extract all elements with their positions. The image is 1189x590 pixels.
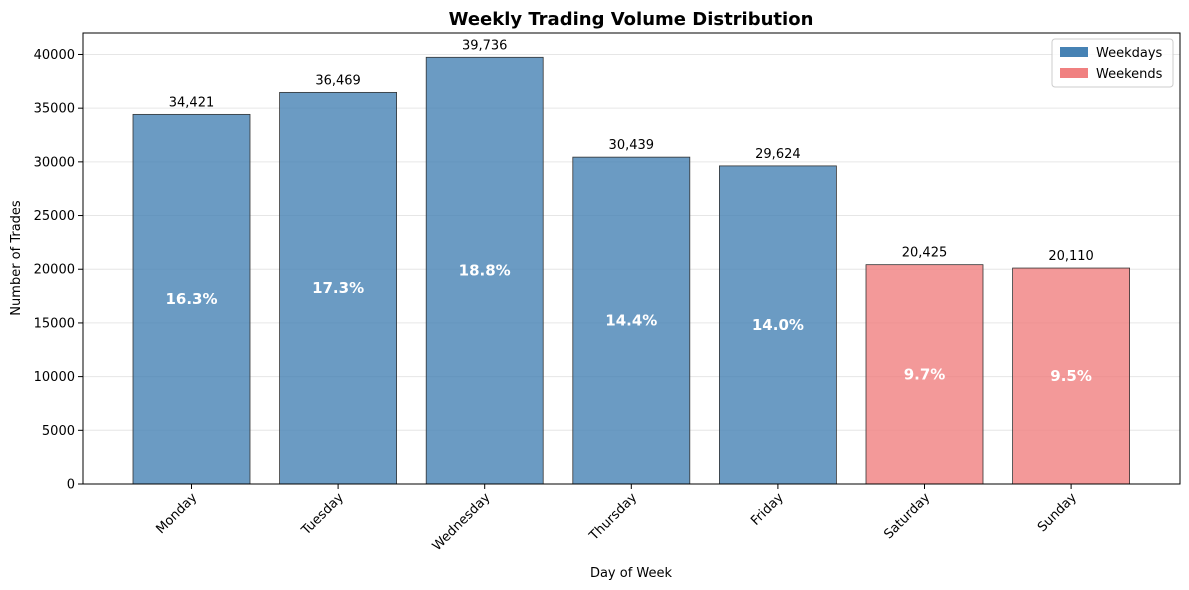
bar-value-label: 29,624 [755, 147, 801, 162]
bar-tuesday [279, 91, 398, 485]
y-tick-label: 40000 [34, 48, 75, 63]
x-axis-label: Day of Week [590, 566, 673, 581]
bar-value-label: 39,736 [462, 38, 508, 53]
bar-percent-label: 9.7% [904, 365, 946, 383]
bar-value-label: 20,425 [902, 246, 948, 261]
y-tick-label: 15000 [34, 316, 75, 331]
y-tick-label: 5000 [42, 424, 75, 439]
y-tick-label: 20000 [34, 263, 75, 278]
bar-percent-label: 14.4% [605, 312, 657, 330]
y-tick-label: 25000 [34, 209, 75, 224]
y-tick-label: 10000 [34, 370, 75, 385]
y-tick-label: 35000 [34, 102, 75, 117]
plot-frame [82, 32, 1181, 485]
y-axis: 0 5000 10000 15000 20000 25000 30000 35000 40000 [34, 48, 83, 493]
y-tick-label: 0 [67, 478, 75, 493]
bar-thursday [572, 156, 691, 485]
bars: 34,421 16.3% 36,469 17.3% 39,736 18.8% 30,439 1… [132, 38, 1130, 485]
bar-percent-label: 9.5% [1050, 367, 1092, 385]
bar-wednesday [425, 56, 544, 485]
y-axis-label: Number of Trades [9, 200, 24, 316]
bar-value-label: 30,439 [609, 138, 655, 153]
bar-saturday [865, 264, 984, 485]
bar-value-label: 36,469 [315, 73, 361, 88]
legend-swatch [1060, 68, 1088, 78]
y-tick-label: 30000 [34, 155, 75, 170]
bar-monday [132, 113, 251, 485]
legend-label: Weekends [1096, 67, 1163, 82]
legend-label: Weekdays [1096, 46, 1163, 61]
bar-value-label: 34,421 [169, 95, 215, 110]
bar-value-label: 20,110 [1048, 249, 1094, 264]
chart-title: Weekly Trading Volume Distribution [449, 9, 814, 30]
bar-percent-label: 16.3% [165, 290, 217, 308]
bar-sunday [1012, 267, 1130, 485]
legend: Weekdays Weekends [1051, 38, 1174, 88]
legend-swatch [1060, 47, 1088, 57]
bar-percent-label: 17.3% [312, 279, 364, 297]
bar-percent-label: 14.0% [752, 316, 804, 334]
bar-percent-label: 18.8% [459, 262, 511, 280]
